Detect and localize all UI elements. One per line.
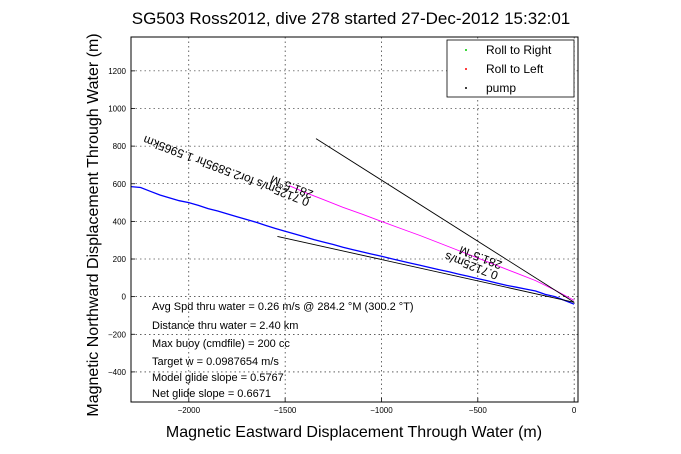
legend-label-roll-right: Roll to Right: [486, 43, 552, 57]
stat-avg-speed: Avg Spd thru water = 0.26 m/s @ 284.2 °M…: [152, 301, 414, 313]
series-line-2: [315, 138, 575, 303]
x-tick-label: −500: [469, 406, 488, 415]
x-tick-label: 0: [572, 406, 577, 415]
y-tick-label: 400: [113, 217, 127, 226]
plot-annotations: 0.7125m/s for2.5895hr 1.5965km281.5°M281…: [141, 133, 504, 283]
legend: Roll to Right Roll to Left pump: [446, 39, 575, 98]
series-line-1: [288, 185, 575, 301]
x-tick-label: −2000: [178, 406, 201, 415]
legend-label-roll-left: Roll to Left: [486, 62, 544, 76]
legend-marker-roll-left: [465, 68, 467, 70]
y-tick-label: 0: [122, 293, 127, 302]
axis-ticks: −2000 −1500 −1000 −500 0−400−200020040060080…: [108, 67, 577, 415]
series-line-3: [277, 235, 575, 303]
series-line-0: [130, 185, 575, 305]
stat-distance: Distance thru water = 2.40 km: [152, 320, 298, 332]
y-axis-label: Magnetic Northward Displacement Through …: [85, 33, 102, 416]
legend-label-pump: pump: [486, 81, 516, 95]
x-tick-label: −1000: [370, 406, 393, 415]
stat-max-buoy: Max buoy (cmdfile) = 200 cc: [152, 338, 290, 350]
x-axis-label: Magnetic Eastward Displacement Through W…: [166, 424, 542, 441]
y-tick-label: 1200: [108, 67, 126, 76]
chart-title: SG503 Ross2012, dive 278 started 27-Dec-…: [132, 9, 571, 28]
y-tick-label: 200: [113, 255, 127, 264]
plot-series: [130, 138, 575, 305]
y-tick-label: −400: [108, 368, 127, 377]
x-tick-label: −1500: [274, 406, 297, 415]
legend-marker-roll-right: [465, 49, 467, 51]
y-tick-label: 800: [113, 142, 127, 151]
stat-model-glide: Model glide slope = 0.5767: [152, 372, 284, 384]
y-tick-label: 600: [113, 180, 127, 189]
y-tick-label: 1000: [108, 104, 126, 113]
legend-box: [446, 39, 575, 98]
stat-net-glide: Net glide slope = 0.6671: [152, 388, 271, 400]
legend-marker-pump: [465, 87, 467, 89]
y-tick-label: −200: [108, 330, 127, 339]
stat-target-w: Target w = 0.0987654 m/s: [152, 356, 279, 368]
stats-text-block: Avg Spd thru water = 0.26 m/s @ 284.2 °M…: [152, 301, 414, 400]
plot-frame: [130, 36, 579, 403]
